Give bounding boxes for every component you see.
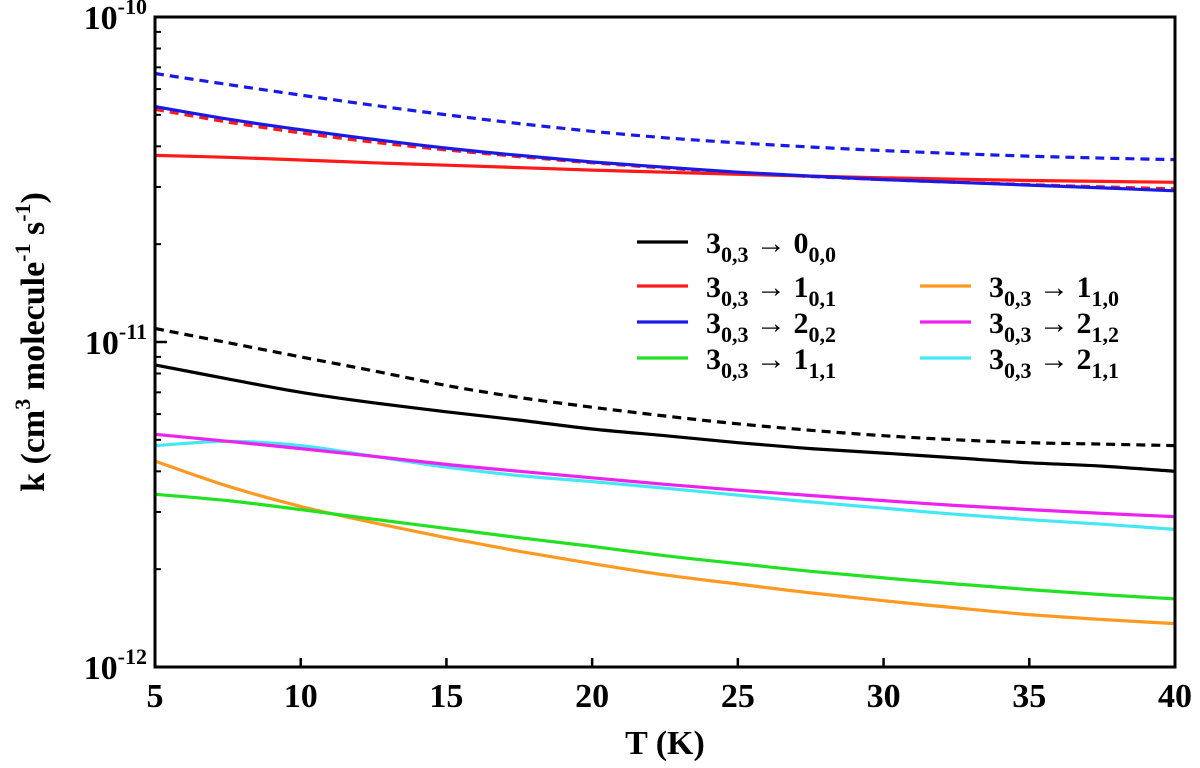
y-axis-label: k (cm3 molecule-1 s-1)	[10, 192, 52, 492]
series-line-2	[154, 153, 1176, 184]
ticks-layer: 5 10 15 20 25 30 35 40 10-12 10-11 10-10	[84, 0, 1192, 715]
series-line-8-dashed	[154, 326, 1176, 448]
x-tick-label: 20	[575, 678, 609, 715]
legend: 30,3 → 00,030,3 → 10,130,3 → 20,230,3 → …	[637, 227, 1119, 383]
x-tick-label: 40	[1158, 678, 1192, 715]
x-tick-label: 35	[1012, 678, 1046, 715]
legend-label: 30,3 → 21,2	[989, 307, 1119, 347]
x-tick-label: 5	[147, 678, 164, 715]
series-layer	[154, 71, 1176, 626]
x-tick-label: 10	[284, 678, 318, 715]
legend-label: 30,3 → 11,1	[706, 343, 836, 383]
y-tick-label: 10-10	[84, 0, 147, 37]
series-line-4	[154, 492, 1176, 601]
legend-label: 30,3 → 10,1	[706, 271, 836, 311]
x-tick-label: 30	[867, 678, 901, 715]
series-line-3	[154, 105, 1176, 193]
series-line-9-dashed	[154, 107, 1176, 191]
y-tick-label: 10-12	[84, 644, 147, 687]
x-tick-label: 15	[429, 678, 463, 715]
x-tick-label: 25	[721, 678, 755, 715]
legend-label: 30,3 → 20,2	[706, 307, 836, 347]
series-line-10-dashed	[154, 71, 1176, 162]
y-tick-label: 10-11	[85, 319, 147, 362]
series-line-6	[154, 432, 1176, 519]
legend-label: 30,3 → 00,0	[706, 227, 836, 267]
x-axis-label: T (K)	[625, 725, 705, 762]
legend-label: 30,3 → 11,0	[989, 271, 1119, 311]
legend-label: 30,3 → 21,1	[989, 343, 1119, 383]
series-line-7	[154, 439, 1176, 531]
series-line-1	[154, 363, 1176, 473]
